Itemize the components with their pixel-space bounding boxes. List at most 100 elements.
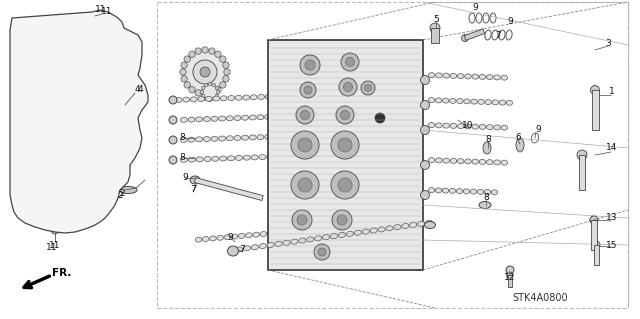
Circle shape [108,94,111,98]
Circle shape [88,193,93,197]
Ellipse shape [339,233,346,237]
Ellipse shape [494,160,500,165]
Ellipse shape [188,137,195,142]
Circle shape [95,53,99,56]
Circle shape [76,34,83,41]
Ellipse shape [443,158,449,163]
Circle shape [216,90,220,94]
Ellipse shape [289,229,296,234]
Circle shape [60,195,67,202]
Circle shape [80,129,83,132]
Text: 5: 5 [433,16,439,25]
Ellipse shape [443,123,449,128]
Ellipse shape [260,232,267,236]
Ellipse shape [330,234,338,239]
Circle shape [33,97,36,100]
Ellipse shape [217,235,223,240]
Ellipse shape [183,97,189,102]
Ellipse shape [266,94,272,99]
Text: 11: 11 [95,4,107,13]
Ellipse shape [180,137,188,142]
Text: FR.: FR. [52,268,72,278]
Circle shape [331,171,359,199]
Ellipse shape [472,124,479,129]
Ellipse shape [428,158,435,163]
Ellipse shape [275,241,282,246]
Circle shape [224,69,230,75]
Circle shape [72,140,75,143]
Text: 1: 1 [609,87,615,97]
Ellipse shape [273,134,279,139]
Circle shape [102,83,109,89]
Circle shape [53,49,59,56]
Circle shape [27,150,63,186]
Ellipse shape [323,235,330,240]
Ellipse shape [236,247,243,252]
Circle shape [91,74,94,78]
Ellipse shape [253,232,259,237]
Ellipse shape [204,137,211,142]
Ellipse shape [456,189,463,194]
Ellipse shape [196,117,203,122]
Ellipse shape [282,230,288,235]
Ellipse shape [219,116,225,121]
Polygon shape [431,28,439,43]
Polygon shape [10,10,148,233]
Ellipse shape [478,99,484,104]
Circle shape [75,161,79,165]
Text: 2: 2 [117,191,123,201]
Ellipse shape [236,95,242,100]
Circle shape [72,123,77,128]
Ellipse shape [370,228,377,233]
Ellipse shape [252,245,259,250]
Ellipse shape [492,100,499,105]
Text: 10: 10 [462,121,474,130]
Circle shape [25,63,31,69]
Ellipse shape [291,239,298,244]
Circle shape [89,187,92,189]
Circle shape [300,55,320,75]
Ellipse shape [273,94,280,99]
Ellipse shape [484,189,491,195]
Ellipse shape [428,188,435,193]
Circle shape [121,154,125,159]
Text: 9: 9 [182,173,188,182]
Text: 3: 3 [605,39,611,48]
Ellipse shape [275,154,282,159]
Circle shape [365,85,371,92]
Ellipse shape [465,74,471,79]
Ellipse shape [394,225,401,230]
Circle shape [181,76,188,82]
Ellipse shape [243,95,250,100]
Circle shape [212,97,216,101]
Ellipse shape [457,99,463,104]
Ellipse shape [463,189,470,194]
Circle shape [336,106,354,124]
Circle shape [50,26,53,29]
Circle shape [212,83,216,87]
Circle shape [296,106,314,124]
Ellipse shape [234,115,241,121]
Ellipse shape [486,160,493,165]
Circle shape [215,51,221,57]
Circle shape [202,84,218,100]
Text: 13: 13 [606,213,618,222]
Circle shape [338,138,352,152]
Ellipse shape [242,135,248,140]
Circle shape [220,82,226,88]
Ellipse shape [420,76,429,85]
Ellipse shape [436,123,442,128]
Ellipse shape [220,156,227,161]
Ellipse shape [257,135,264,140]
Circle shape [86,195,92,200]
Ellipse shape [410,222,417,227]
Polygon shape [195,178,263,201]
Polygon shape [75,175,92,190]
Ellipse shape [190,97,197,102]
Circle shape [100,121,105,125]
Circle shape [292,210,312,230]
Ellipse shape [202,237,209,241]
Ellipse shape [449,98,456,103]
Circle shape [15,126,22,133]
Circle shape [215,94,219,98]
